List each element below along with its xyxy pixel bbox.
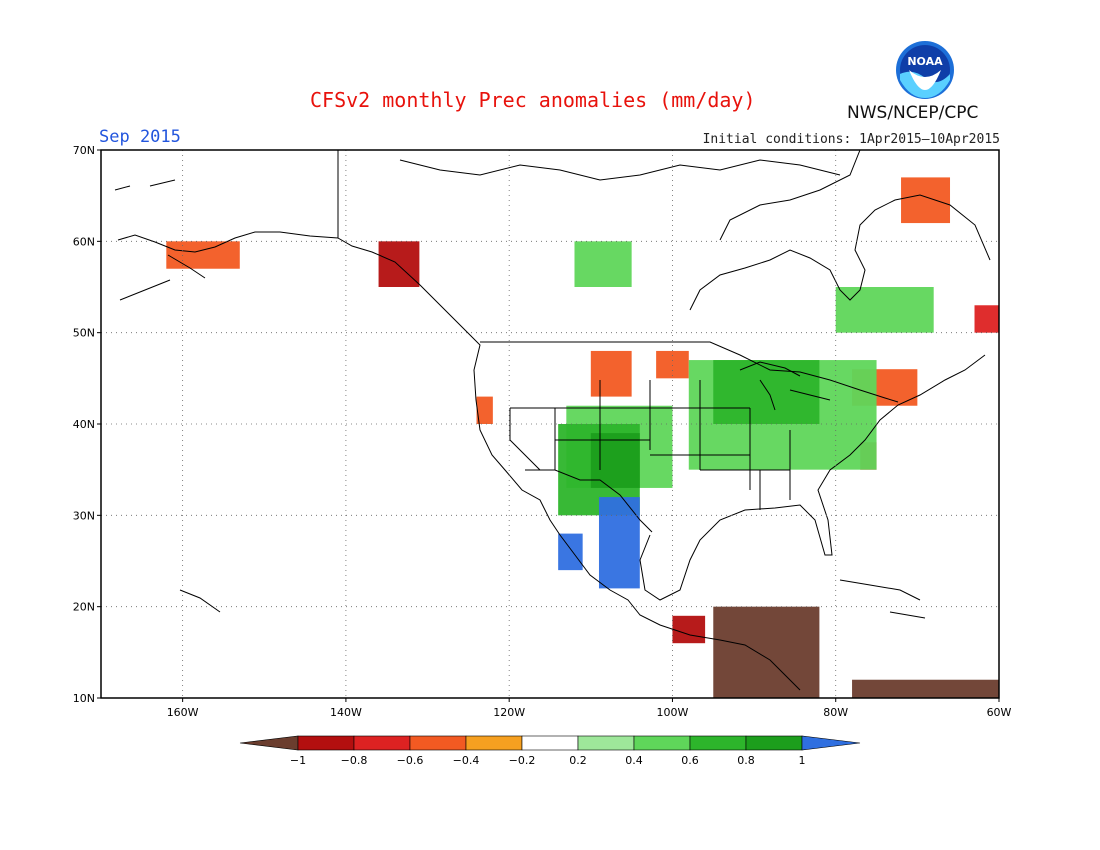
colorbar-label-1: −0.8 xyxy=(341,754,368,767)
initial-conditions: Initial conditions: 1Apr2015–10Apr2015 xyxy=(702,132,1000,147)
colorbar-segment-4 xyxy=(521,735,579,751)
anomaly-region-1 xyxy=(852,679,999,698)
state-borders xyxy=(509,380,791,510)
anomaly-region-6 xyxy=(166,241,240,269)
coastline-layer xyxy=(114,150,991,691)
colorbar-label-2: −0.6 xyxy=(397,754,424,767)
anomaly-region-17 xyxy=(713,360,820,424)
great-lakes xyxy=(739,361,831,411)
colorbar-segment-3 xyxy=(465,735,523,751)
colorbar-right-arrow xyxy=(801,735,861,751)
alaska-coastline xyxy=(114,179,339,301)
colorbar-label-4: −0.2 xyxy=(509,754,536,767)
colorbar-segment-7 xyxy=(689,735,747,751)
anomaly-region-10 xyxy=(476,396,493,424)
north-america-coastline xyxy=(337,150,986,691)
colorbar-segment-8 xyxy=(745,735,803,751)
anomaly-region-15 xyxy=(574,241,632,287)
lat-tick-label-6: 10N xyxy=(73,692,95,705)
latitude-ticks: 70N 60N 50N 40N 30N 20N 10N xyxy=(73,144,101,705)
anomaly-region-14 xyxy=(835,287,934,333)
lon-tick-label-0: 160W xyxy=(167,706,199,719)
colorbar-label-7: 0.6 xyxy=(681,754,699,767)
colorbar-label-8: 0.8 xyxy=(737,754,755,767)
lon-tick-label-3: 100W xyxy=(657,706,689,719)
colorbar-label-5: 0.2 xyxy=(569,754,587,767)
anomaly-layer xyxy=(166,177,999,698)
colorbar-label-0: −1 xyxy=(290,754,306,767)
anomaly-region-20 xyxy=(558,533,583,571)
anomaly-region-8 xyxy=(590,350,632,397)
anomaly-region-3 xyxy=(672,615,706,644)
longitude-ticks: 160W 140W 120W 100W 80W 60W xyxy=(167,698,1012,719)
hudson-bay-coastline xyxy=(689,194,991,311)
greenland-coastline xyxy=(719,150,861,241)
anomaly-region-18 xyxy=(590,433,640,488)
map-title: CFSv2 monthly Prec anomalies (mm/day) xyxy=(310,88,756,112)
lon-tick-label-2: 120W xyxy=(493,706,525,719)
colorbar-label-3: −0.4 xyxy=(453,754,480,767)
lat-tick-label-0: 70N xyxy=(73,144,95,157)
colorbar-segment-6 xyxy=(633,735,691,751)
lon-tick-label-5: 60W xyxy=(987,706,1012,719)
lat-tick-label-2: 50N xyxy=(73,327,95,340)
colorbar-segment-1 xyxy=(353,735,411,751)
colorbar-segment-0 xyxy=(297,735,355,751)
noaa-logo-icon: NOAA xyxy=(896,41,954,99)
lat-tick-label-1: 60N xyxy=(73,235,95,248)
agency-label: NWS/NCEP/CPC xyxy=(847,103,979,123)
lon-tick-label-1: 140W xyxy=(330,706,362,719)
colorbar-label-6: 0.4 xyxy=(625,754,643,767)
colorbar-label-9: 1 xyxy=(799,754,806,767)
colorbar: −1 −0.8 −0.6 −0.4 −0.2 0.2 0.4 0.6 0.8 1 xyxy=(239,735,861,767)
anomaly-region-7 xyxy=(901,177,951,224)
noaa-logo-text: NOAA xyxy=(907,55,943,68)
forecast-month: Sep 2015 xyxy=(99,127,181,147)
anomaly-region-2 xyxy=(378,241,420,287)
colorbar-segment-5 xyxy=(577,735,635,751)
anomaly-region-19 xyxy=(598,497,640,589)
caribbean-islands xyxy=(179,579,926,619)
lat-tick-label-5: 20N xyxy=(73,601,95,614)
lon-tick-label-4: 80W xyxy=(823,706,848,719)
colorbar-left-arrow xyxy=(239,735,299,751)
colorbar-segment-2 xyxy=(409,735,467,751)
arctic-coastline xyxy=(399,159,841,181)
us-canada-border xyxy=(480,341,899,403)
lat-tick-label-3: 40N xyxy=(73,418,95,431)
anomaly-region-4 xyxy=(974,305,999,333)
lat-tick-label-4: 30N xyxy=(73,509,95,522)
anomaly-region-0 xyxy=(713,606,820,698)
